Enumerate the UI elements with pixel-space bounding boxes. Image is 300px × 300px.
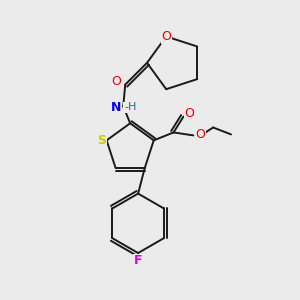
- Text: F: F: [134, 254, 142, 268]
- Text: S: S: [97, 134, 106, 147]
- Text: O: O: [161, 30, 171, 43]
- Text: N: N: [111, 101, 122, 114]
- Text: O: O: [111, 75, 121, 88]
- Text: O: O: [184, 107, 194, 120]
- Text: O: O: [195, 128, 205, 141]
- Text: -H: -H: [124, 102, 136, 112]
